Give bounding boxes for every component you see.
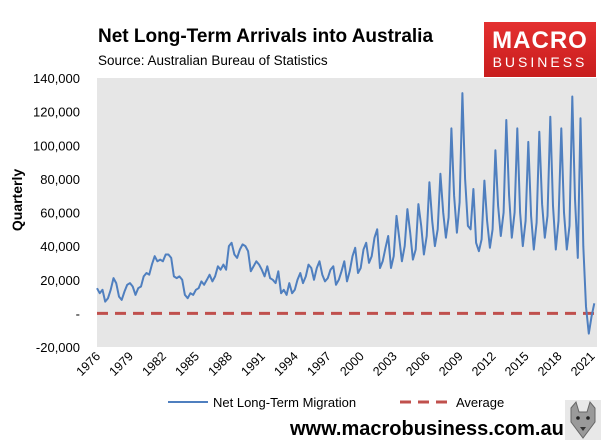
y-tick-label: 60,000: [40, 206, 80, 221]
x-tick-label: 1991: [238, 349, 268, 379]
plot-area: [97, 78, 597, 347]
y-tick-label: 20,000: [40, 273, 80, 288]
y-tick-label: -20,000: [36, 340, 80, 355]
x-axis: 1976 1979 1982 1985 1988 1991 1994 1997 2000 2003…: [74, 349, 598, 379]
legend-label-migration: Net Long-Term Migration: [213, 395, 356, 410]
logo-line-2: BUSINESS: [492, 54, 588, 70]
y-axis-label: Quarterly: [9, 169, 25, 231]
legend: Net Long-Term Migration Average: [168, 395, 504, 410]
x-tick-label: 1985: [172, 349, 202, 379]
x-tick-label: 1997: [304, 349, 334, 379]
chart-title: Net Long-Term Arrivals into Australia: [98, 26, 434, 47]
x-tick-label: 2018: [535, 349, 565, 379]
x-tick-label: 2015: [502, 349, 532, 379]
x-tick-label: 2006: [403, 349, 433, 379]
x-tick-label: 2003: [370, 349, 400, 379]
series-layer: [96, 92, 596, 335]
y-axis: -20,000-20,00040,00060,00080,000100,0001…: [33, 71, 80, 355]
logo-line-1: MACRO: [492, 27, 588, 54]
net-migration-series-line: [96, 92, 596, 335]
x-tick-label: 1982: [139, 349, 169, 379]
footer-url: www.macrobusiness.com.au: [290, 418, 564, 440]
legend-label-average: Average: [456, 395, 504, 410]
x-tick-label: 1994: [271, 349, 301, 379]
x-tick-label: 2009: [436, 349, 466, 379]
y-tick-label: -: [76, 306, 80, 321]
wolf-logo-icon: [565, 400, 601, 440]
y-tick-label: 140,000: [33, 71, 80, 86]
y-tick-label: 100,000: [33, 138, 80, 153]
y-tick-label: 80,000: [40, 172, 80, 187]
x-tick-label: 2021: [568, 349, 598, 379]
x-tick-label: 1988: [205, 349, 235, 379]
y-tick-label: 120,000: [33, 105, 80, 120]
x-tick-label: 2012: [469, 349, 499, 379]
macrobusiness-logo: MACRO BUSINESS: [484, 22, 596, 77]
x-tick-label: 2000: [337, 349, 367, 379]
chart-source: Source: Australian Bureau of Statistics: [98, 53, 328, 68]
y-tick-label: 40,000: [40, 239, 80, 254]
x-tick-label: 1979: [107, 349, 137, 379]
